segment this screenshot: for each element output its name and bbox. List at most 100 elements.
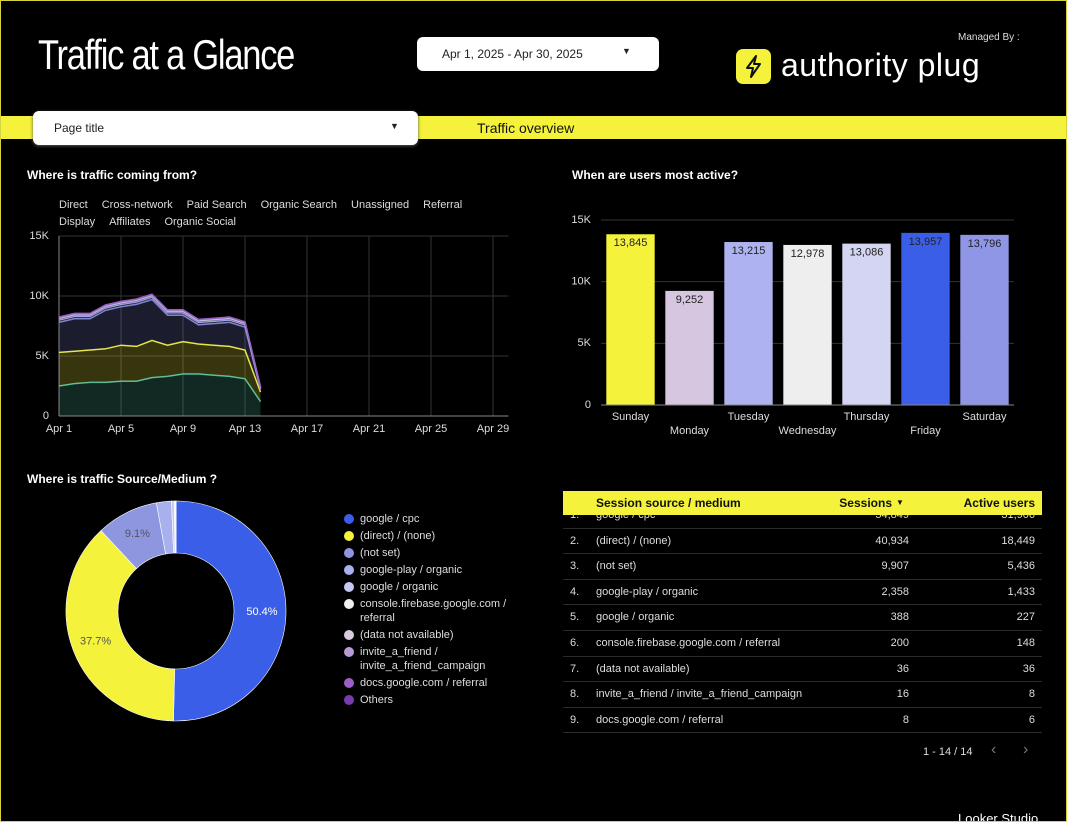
legend-item: Direct — [59, 196, 88, 213]
brand-logo — [736, 49, 771, 84]
table-row: 6. console.firebase.google.com / referral… — [563, 630, 1042, 657]
x-tick-label: Apr 13 — [229, 423, 261, 435]
row-number: 5. — [570, 611, 580, 624]
date-range: Apr 1, 2025 - Apr 30, 2025 — [442, 47, 583, 61]
managed-by: Managed By : — [958, 32, 1020, 43]
y-tick-label: 10K — [571, 276, 591, 288]
data-label: 9,252 — [676, 294, 704, 306]
cell: 54,849 — [875, 515, 909, 521]
y-tick-label: 0 — [43, 410, 49, 422]
pie-slice — [65, 530, 175, 722]
table-row: 1. google / cpc 54,849 31,906 — [563, 515, 1042, 529]
next-page[interactable]: › — [1023, 741, 1029, 758]
legend-label: Direct — [59, 198, 88, 211]
legend-label: Display — [59, 215, 96, 228]
legend-label: Cross-network — [101, 198, 173, 211]
legend-item: Display — [59, 213, 95, 230]
cell: 388 — [890, 611, 909, 624]
page-title-filter[interactable]: Page title ▼ — [33, 111, 418, 145]
bar — [783, 244, 832, 405]
footer: Looker Studio — [958, 811, 1039, 822]
bar — [842, 243, 891, 405]
cell: 31,906 — [1001, 515, 1035, 521]
cell: 2,358 — [881, 585, 909, 598]
legend-item: Paid Search — [187, 196, 247, 213]
x-tick-label: Apr 21 — [353, 423, 385, 435]
table-row: 3. (not set) 9,907 5,436 — [563, 553, 1042, 580]
legend-dot — [344, 514, 354, 524]
cell: google / organic — [596, 611, 675, 624]
legend-dot — [344, 630, 354, 640]
cell: 1,433 — [1007, 585, 1035, 598]
legend-label: (direct) / (none) — [360, 530, 436, 542]
cell: docs.google.com / referral — [596, 713, 724, 726]
legend-dot — [344, 695, 354, 705]
legend-item: Others — [344, 693, 514, 707]
prev-page[interactable]: ‹ — [991, 741, 997, 758]
legend-item: Unassigned — [351, 196, 409, 213]
legend-dot — [344, 565, 354, 575]
section-title: Traffic overview — [477, 120, 575, 136]
legend-label: Unassigned — [351, 198, 410, 211]
data-label: 50.4% — [246, 606, 277, 618]
x-tick-label: Sunday — [612, 411, 650, 423]
legend-label: Organic Social — [164, 215, 236, 228]
x-tick-label: Apr 17 — [291, 423, 323, 435]
dropdown-arrow: ▼ — [390, 121, 399, 131]
date-picker[interactable]: Apr 1, 2025 - Apr 30, 2025 ▼ — [417, 37, 659, 71]
y-tick-label: 5K — [36, 350, 50, 362]
table-body: 1. google / cpc 54,849 31,906 2. (direct) / (… — [563, 515, 1042, 735]
legend-label: google / cpc — [360, 513, 420, 525]
area-line — [58, 339, 262, 393]
bar — [901, 232, 950, 405]
cell: 5,436 — [1007, 560, 1035, 573]
pie-slice — [173, 500, 287, 722]
legend-item: invite_a_friend / invite_a_friend_campai… — [344, 645, 514, 673]
x-tick-label: Apr 9 — [170, 423, 196, 435]
cell: 16 — [896, 688, 909, 701]
data-label: 13,086 — [850, 247, 884, 259]
y-tick-label: 5K — [578, 337, 592, 349]
legend-dot — [344, 647, 354, 657]
column-header[interactable]: Session source / medium — [596, 496, 741, 510]
cell: (data not available) — [596, 662, 690, 675]
table-row: 9. docs.google.com / referral 8 6 — [563, 707, 1042, 734]
row-number: 8. — [570, 688, 580, 701]
table-row: 2. (direct) / (none) 40,934 18,449 — [563, 528, 1042, 555]
y-tick-label: 15K — [29, 230, 49, 242]
legend-item: Organic Search — [261, 196, 337, 213]
column-header[interactable]: Sessions — [839, 496, 892, 510]
x-tick-label: Apr 29 — [477, 423, 509, 435]
legend-item: (not set) — [344, 546, 514, 560]
y-tick-label: 15K — [571, 214, 591, 226]
bar — [724, 242, 773, 405]
area — [59, 299, 261, 392]
cell: 148 — [1016, 637, 1035, 649]
legend-label: Referral — [423, 198, 463, 211]
cell: invite_a_friend / invite_a_friend_campai… — [596, 688, 803, 701]
dashboard-title: Traffic at a Glance — [38, 31, 295, 78]
area — [59, 374, 261, 416]
area-line — [58, 298, 262, 390]
legend-dot — [344, 531, 354, 541]
legend-label: Paid Search — [186, 198, 247, 211]
legend-item: Referral — [423, 196, 462, 213]
filter-label: Page title — [54, 121, 105, 135]
cell: (direct) / (none) — [596, 534, 672, 547]
cell: 8 — [902, 713, 909, 726]
row-number: 6. — [570, 637, 580, 649]
x-tick-label: Apr 1 — [46, 423, 72, 435]
cell: 227 — [1016, 611, 1035, 624]
y-tick-label: 10K — [29, 290, 49, 302]
dropdown-arrow: ▼ — [622, 46, 631, 56]
legend-dot — [344, 678, 354, 688]
row-number: 2. — [570, 534, 580, 547]
table-row: 8. invite_a_friend / invite_a_friend_camp… — [563, 681, 1042, 708]
legend-item: google-play / organic — [344, 563, 514, 577]
column-header[interactable]: Active users — [963, 496, 1035, 510]
legend-label: docs.google.com / referral — [360, 677, 488, 689]
data-label: 13,796 — [968, 238, 1002, 250]
cell: 200 — [890, 637, 909, 649]
x-tick-label: Friday — [910, 425, 941, 437]
